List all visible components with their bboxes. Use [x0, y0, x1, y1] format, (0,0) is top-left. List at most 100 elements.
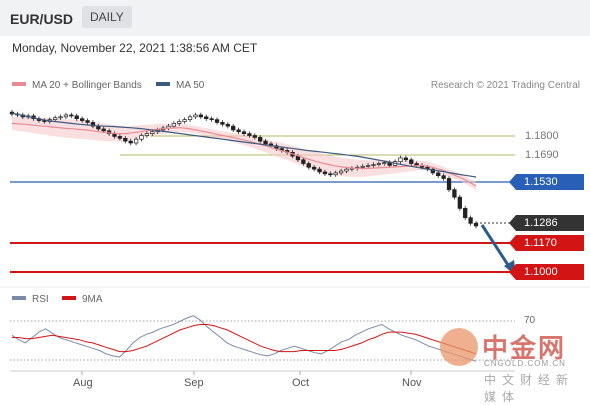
candle-body	[311, 166, 317, 170]
rsi-swatch	[12, 296, 26, 301]
candle-body	[436, 172, 441, 177]
candle-body	[317, 168, 322, 173]
level-label-1800: 1.1800	[525, 130, 559, 142]
candle-body	[446, 178, 452, 191]
candle-body	[69, 114, 74, 117]
ma20-line	[11, 122, 477, 187]
ma50-line	[11, 112, 477, 178]
candle-body	[252, 135, 257, 138]
watermark-url: CNGOLD.COM.CN	[484, 359, 566, 368]
candle-body	[90, 122, 96, 127]
candle-body	[225, 123, 230, 127]
candle-body	[74, 115, 79, 120]
legend-ma9-label: 9MA	[82, 294, 103, 305]
candle-body	[79, 118, 85, 121]
candle-body	[338, 170, 344, 174]
candle-body	[398, 157, 403, 163]
candle-body	[214, 119, 220, 123]
x-label-nov: Nov	[402, 377, 422, 389]
level-box-1000: 1.1000	[509, 264, 584, 280]
candle-body	[85, 120, 90, 123]
watermark-name: 中金网	[482, 333, 567, 363]
candle-body	[441, 175, 446, 179]
candle-body	[430, 168, 435, 174]
candles-group	[9, 109, 479, 229]
candle-body	[247, 133, 252, 136]
projection-arrow	[480, 224, 512, 269]
candle-body	[133, 138, 139, 144]
timeframe-badge[interactable]: DAILY	[82, 6, 132, 28]
candle-body	[328, 173, 333, 176]
candle-body	[112, 133, 117, 137]
candle-body	[258, 137, 263, 142]
legend-ma20: MA 20 + Bollinger Bands	[12, 80, 142, 91]
candle-body	[177, 121, 182, 124]
rsi-ma9-line	[12, 324, 477, 355]
candle-body	[452, 189, 457, 198]
candle-body	[468, 217, 473, 224]
candle-body	[371, 164, 376, 166]
candle-body	[193, 114, 198, 118]
candle-body	[123, 137, 128, 142]
candle-body	[306, 163, 311, 168]
candle-body	[301, 159, 306, 164]
candle-body	[236, 129, 241, 133]
level-box-1170: 1.1170	[509, 235, 584, 251]
candle-body	[171, 123, 177, 127]
bollinger-bands	[12, 116, 476, 190]
candle-body	[101, 128, 106, 132]
legend-rsi-label: RSI	[32, 294, 49, 305]
ma50-swatch	[156, 82, 170, 87]
candle-body	[360, 165, 365, 168]
candle-body	[204, 116, 209, 120]
candle-body	[409, 159, 414, 164]
watermark-logo-icon	[440, 328, 478, 366]
candle-body	[365, 165, 371, 167]
candle-body	[187, 116, 193, 120]
x-label-oct: Oct	[292, 377, 310, 389]
chart-datetime: Monday, November 22, 2021 1:38:56 AM CET	[12, 41, 258, 55]
candle-body	[241, 131, 247, 134]
candle-body	[150, 131, 155, 134]
candle-body	[231, 125, 236, 131]
candle-body	[403, 157, 409, 161]
pair-symbol: EUR/USD	[10, 11, 74, 27]
candle-body	[382, 162, 387, 164]
candle-body	[117, 136, 123, 139]
candle-body	[58, 116, 63, 119]
candle-body	[128, 140, 133, 144]
candle-body	[344, 168, 349, 172]
credit-text: Research © 2021 Trading Central	[430, 80, 580, 91]
candle-body	[63, 114, 69, 118]
candle-body	[333, 172, 338, 176]
candle-body	[263, 140, 268, 145]
watermark: 中金网 CNGOLD.COM.CN 中文财经新媒体	[440, 328, 590, 404]
candle-body	[96, 125, 101, 130]
candle-body	[209, 118, 214, 121]
bollinger-fill	[12, 116, 476, 190]
candle-body	[198, 114, 203, 118]
candle-body	[53, 117, 58, 120]
ma9-swatch	[62, 296, 76, 301]
candle-body	[139, 135, 144, 140]
candle-body	[220, 122, 225, 125]
level-label-1690: 1.1690	[525, 149, 559, 161]
candle-body	[457, 196, 462, 209]
legend-ma9: 9MA	[62, 294, 103, 305]
candle-body	[144, 133, 150, 136]
legend-ma20-label: MA 20 + Bollinger Bands	[32, 80, 142, 91]
rsi-level-70: 70	[524, 315, 536, 326]
legend-rsi: RSI	[12, 294, 49, 305]
candle-body	[322, 171, 328, 175]
ma20-swatch	[12, 82, 26, 87]
candle-body	[376, 163, 382, 165]
legend-ma50: MA 50	[156, 80, 204, 91]
candle-body	[182, 119, 187, 122]
candle-body	[473, 222, 479, 227]
candle-body	[463, 208, 468, 219]
x-label-sep: Sep	[184, 377, 204, 389]
legend-ma50-label: MA 50	[176, 80, 205, 91]
x-label-aug: Aug	[73, 377, 93, 389]
level-box-1530: 1.1530	[509, 174, 584, 190]
level-box-current: 1.1286	[509, 215, 584, 231]
